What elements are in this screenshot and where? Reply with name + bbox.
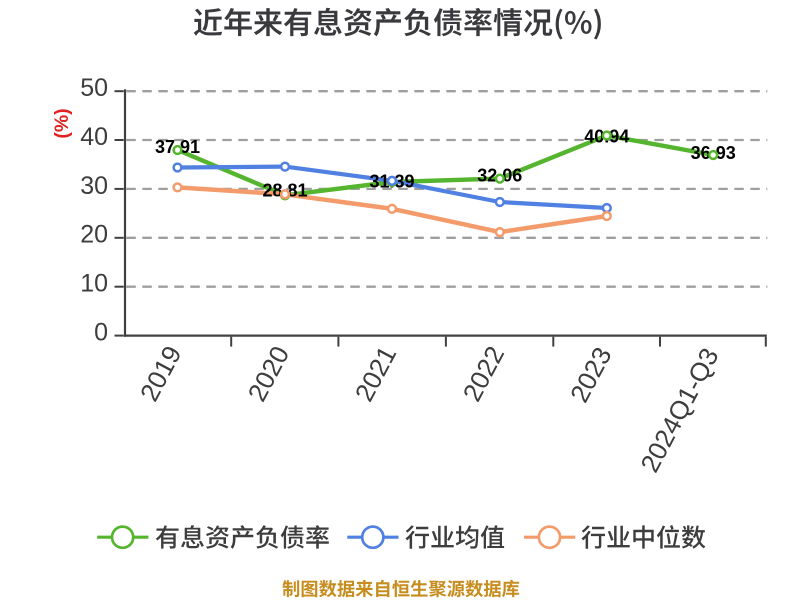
svg-text:40: 40: [80, 123, 108, 151]
svg-text:10: 10: [80, 270, 108, 298]
svg-text:30: 30: [80, 172, 108, 200]
svg-text:0: 0: [94, 319, 108, 347]
svg-text:50: 50: [80, 74, 108, 102]
svg-text:20: 20: [80, 221, 108, 249]
svg-text:(%): (%): [51, 108, 73, 138]
